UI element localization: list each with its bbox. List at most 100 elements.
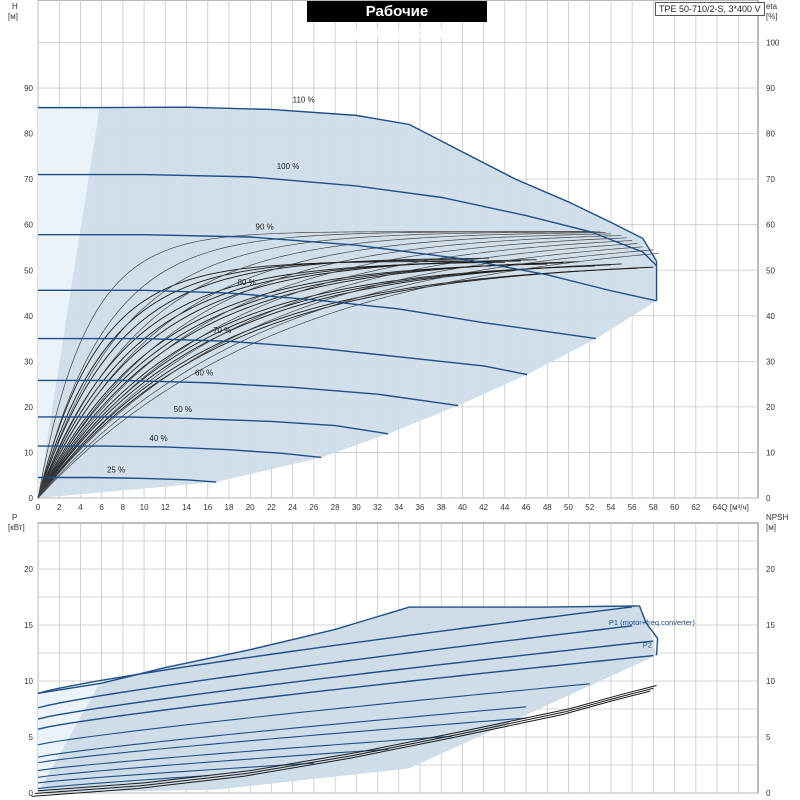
top-y-tick-left: 40 [24,312,33,321]
power-curve [37,717,527,764]
x-tick: 50 [564,503,573,512]
top-y-tick-right: 10 [766,448,775,457]
efficiency-curve [37,237,627,499]
x-tick: 14 [182,503,191,512]
efficiency-curve [37,252,659,499]
efficiency-curve [37,231,601,499]
x-tick: 54 [606,503,615,512]
top-y-tick-right: 30 [766,357,775,366]
efficiency-curve [37,235,622,499]
x-tick: 6 [99,503,104,512]
top-y-tick-right: 60 [766,221,775,230]
top-y-tick-left: 20 [24,403,33,412]
top-y-tick-left: 0 [29,494,34,503]
speed-curve-80pct [38,289,597,340]
bottom-min-flow-area [38,683,100,793]
x-tick: 10 [140,503,149,512]
power-curve [37,625,633,709]
speed-curve-40pct [38,445,322,459]
efficiency-curve [37,246,643,499]
top-y-tick-left: 50 [24,266,33,275]
bottom-y-label-right: NPSH [766,513,788,522]
power-curve [37,775,208,790]
p-max-flow-line [638,605,659,656]
top-y-tick-right: 0 [766,494,771,503]
efficiency-curve [37,231,596,499]
speed-label: 90 % [256,223,274,232]
speed-label: 50 % [174,405,192,414]
speed-curve-110pct [38,106,658,262]
top-min-flow-area [38,107,100,498]
x-tick: 58 [649,503,658,512]
top-y-label-left: H [12,2,18,11]
x-tick: 28 [331,503,340,512]
bottom-y-tick-right: 20 [766,565,775,574]
bottom-y-tick-left: 20 [24,565,33,574]
x-tick: 60 [670,503,679,512]
bottom-y-tick-right: 5 [766,733,771,742]
bottom-y-label-right-unit: [м] [766,523,776,532]
bottom-y-tick-right: 15 [766,621,775,630]
pump-model-label: TPE 50-710/2-S, 3*400 V [655,2,765,16]
top-y-tick-right: 80 [766,130,775,139]
x-tick: 0 [36,503,41,512]
x-tick: 56 [628,503,637,512]
speed-label: 70 % [213,326,231,335]
x-tick: 30 [352,503,361,512]
speed-label: 60 % [195,368,213,377]
p1-series-label: P1 (motor+freq.converter) [609,618,696,627]
top-y-tick-left: 10 [24,448,33,457]
x-tick: 48 [543,503,552,512]
top-y-tick-left: 30 [24,357,33,366]
top-y-tick-right: 70 [766,175,775,184]
x-tick: 18 [225,503,234,512]
speed-label: 25 % [107,465,125,474]
p2-series-label: P2 [643,640,652,649]
p1-max-curve [37,605,640,695]
x-tick: 2 [57,503,62,512]
efficiency-curve [37,259,474,499]
power-curve [37,706,527,758]
speed-curve-60pct [38,379,459,407]
x-tick: 12 [161,503,170,512]
npsh-curve [37,684,657,792]
bottom-y-tick-left: 5 [29,733,34,742]
chart-title: Рабочие характеристики [307,1,487,41]
efficiency-curve [37,233,611,499]
top-y-tick-right: 20 [766,403,775,412]
speed-curve-90pct [38,234,657,302]
top-y-tick-right: 40 [766,312,775,321]
bottom-y-label-left-unit: [кВт] [8,523,25,532]
power-curve [37,762,314,784]
power-curve [37,748,389,778]
x-tick: 16 [203,503,212,512]
x-tick: 36 [416,503,425,512]
speed-label: 100 % [277,162,300,171]
top-y-tick-right: 90 [766,84,775,93]
npsh-curve [31,690,651,797]
bottom-y-tick-left: 15 [24,621,33,630]
x-tick: 64 [713,503,722,512]
bottom-y-label-left: P [12,513,17,522]
top-y-label-right: eta [766,2,778,11]
x-tick: 46 [522,503,531,512]
speed-curve-25pct [38,476,217,483]
efficiency-curve [37,243,638,499]
speed-label: 80 % [237,278,255,287]
efficiency-curve [37,260,463,499]
x-tick: 42 [479,503,488,512]
efficiency-curve [37,249,654,499]
x-tick: 20 [246,503,255,512]
bottom-y-tick-left: 0 [29,789,34,798]
speed-curve-100pct [38,173,658,267]
x-tick: 26 [309,503,318,512]
x-tick: 40 [458,503,467,512]
x-tick: 4 [78,503,83,512]
speed-curve-50pct [38,416,389,435]
x-tick: 24 [288,503,297,512]
top-y-tick-left: 70 [24,175,33,184]
top-y-tick-right: 50 [766,266,775,275]
top-y-tick-right: 100 [766,39,780,48]
top-y-tick-left: 80 [24,130,33,139]
